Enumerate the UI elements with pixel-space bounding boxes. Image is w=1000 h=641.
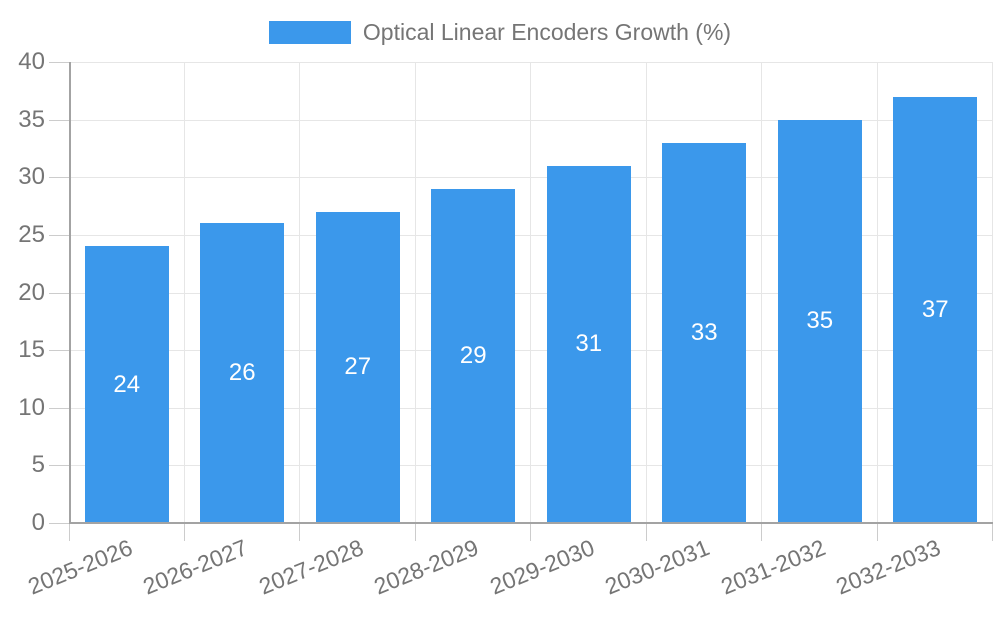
gridline bbox=[183, 62, 185, 523]
bar-value-label: 24 bbox=[113, 370, 141, 398]
y-axis-tick-label: 25 bbox=[18, 220, 45, 248]
y-axis-tick-label: 20 bbox=[18, 278, 45, 306]
gridline bbox=[299, 62, 300, 523]
bar[interactable]: 31 bbox=[546, 165, 631, 523]
y-axis-tick bbox=[49, 407, 69, 409]
x-axis-line bbox=[69, 522, 993, 524]
x-axis-category-label: 2027-2028 bbox=[255, 534, 367, 600]
x-axis-tick bbox=[992, 523, 993, 541]
y-axis-tick bbox=[49, 234, 69, 236]
gridline bbox=[69, 407, 993, 409]
y-axis-tick bbox=[49, 350, 69, 352]
x-axis-category-label: 2029-2030 bbox=[486, 534, 598, 600]
gridline bbox=[876, 62, 878, 523]
bar-value-label: 29 bbox=[459, 341, 487, 369]
gridline bbox=[414, 62, 416, 523]
y-axis-tick bbox=[49, 523, 69, 524]
x-axis-category-label: 2032-2033 bbox=[832, 534, 945, 600]
y-axis-tick-label: 15 bbox=[18, 336, 45, 364]
y-axis-tick bbox=[49, 292, 69, 294]
x-axis-tick bbox=[645, 523, 647, 541]
x-axis-category-label: 2030-2031 bbox=[601, 534, 714, 600]
gridline bbox=[69, 292, 993, 294]
bar[interactable]: 26 bbox=[200, 223, 285, 523]
bar-value-label: 37 bbox=[921, 295, 949, 323]
gridline bbox=[69, 177, 993, 179]
gridline bbox=[645, 62, 647, 523]
bar[interactable]: 35 bbox=[777, 119, 862, 523]
x-axis-tick bbox=[876, 523, 878, 541]
bar-value-label: 33 bbox=[690, 318, 718, 346]
legend-label: Optical Linear Encoders Growth (%) bbox=[362, 19, 732, 45]
x-axis-tick bbox=[183, 523, 185, 541]
x-axis-tick bbox=[414, 523, 416, 541]
y-axis-tick bbox=[49, 62, 69, 63]
bar[interactable]: 27 bbox=[315, 211, 400, 523]
y-axis-tick bbox=[49, 119, 69, 121]
y-axis-tick-label: 0 bbox=[31, 509, 45, 536]
gridline bbox=[69, 350, 993, 352]
legend-swatch bbox=[268, 21, 351, 44]
x-axis-tick bbox=[69, 523, 70, 541]
y-axis-tick-label: 35 bbox=[18, 105, 45, 133]
y-axis-tick-label: 10 bbox=[18, 393, 45, 421]
x-axis-tick bbox=[299, 523, 300, 541]
bar[interactable]: 33 bbox=[662, 142, 747, 523]
bar[interactable]: 24 bbox=[84, 246, 169, 523]
x-axis-category-label: 2031-2032 bbox=[717, 534, 829, 600]
y-axis-tick-label: 40 bbox=[18, 48, 45, 75]
bar-value-label: 31 bbox=[575, 330, 603, 358]
legend: Optical Linear Encoders Growth (%) bbox=[0, 21, 1000, 44]
bar[interactable]: 37 bbox=[893, 96, 978, 523]
bar-value-label: 26 bbox=[228, 359, 256, 387]
y-axis-tick bbox=[49, 177, 69, 179]
y-axis-tick bbox=[49, 465, 69, 467]
bar-value-label: 35 bbox=[806, 307, 834, 335]
x-axis-category-label: 2026-2027 bbox=[139, 534, 252, 600]
gridline bbox=[992, 62, 993, 523]
y-axis-tick-label: 30 bbox=[18, 163, 45, 191]
gridline bbox=[69, 234, 993, 236]
gridline bbox=[530, 62, 531, 523]
x-axis-tick bbox=[761, 523, 762, 541]
gridline bbox=[761, 62, 762, 523]
y-axis-line bbox=[69, 62, 71, 523]
plot-area: 24 26 27 29 31 33 35 37 0 5 10 15 20 25 30 35 40 2025-2… bbox=[18, 50, 993, 599]
x-axis-category-label: 2028-2029 bbox=[370, 534, 483, 600]
x-axis-tick bbox=[530, 523, 531, 541]
bar-value-label: 27 bbox=[344, 353, 372, 381]
gridline bbox=[69, 62, 993, 63]
gridline bbox=[69, 119, 993, 121]
bar[interactable]: 29 bbox=[431, 188, 516, 523]
gridline bbox=[69, 465, 993, 467]
y-axis-tick-label: 5 bbox=[31, 451, 45, 479]
